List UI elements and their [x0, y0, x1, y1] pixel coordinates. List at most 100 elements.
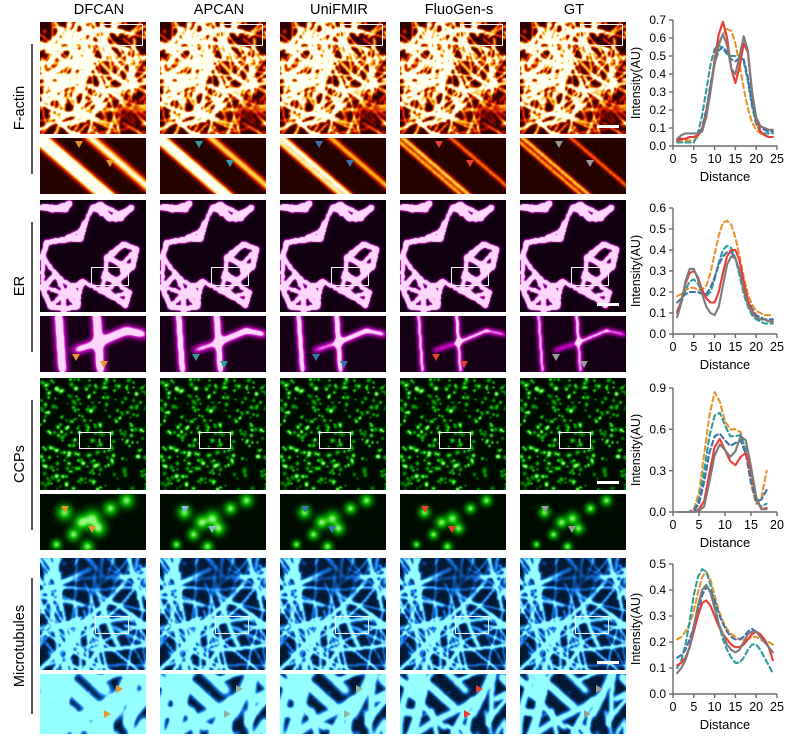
row-label-er: ER [0, 200, 40, 372]
arrow-marker-icon [340, 360, 349, 368]
panel-ccps-gt[interactable] [520, 378, 626, 490]
roi-box [559, 431, 592, 449]
column-header-unifmir: UniFMIR [310, 2, 368, 18]
zoom-panel-factin-dfcan[interactable] [40, 138, 146, 194]
panel-factin-apcan[interactable] [160, 22, 266, 134]
svg-text:10: 10 [708, 152, 722, 166]
column-header-apcan: APCAN [193, 2, 245, 18]
svg-text:0.1: 0.1 [649, 121, 666, 135]
panel-microtubules-unifmir[interactable] [280, 558, 386, 670]
row-label-microtubules: Microtubules [0, 558, 40, 734]
arrow-marker-icon [87, 526, 96, 534]
column-header-fluogen-s: FluoGen-s [424, 2, 494, 18]
svg-text:Intensity(AU): Intensity(AU) [629, 593, 643, 665]
panel-microtubules-fluogen-s[interactable] [400, 558, 506, 670]
svg-text:0.5: 0.5 [649, 222, 666, 236]
zoom-panel-ccps-dfcan[interactable] [40, 494, 146, 550]
zoom-panel-microtubules-fluogen-s[interactable] [400, 674, 506, 734]
arrow-marker-icon [551, 354, 560, 362]
panel-ccps-dfcan[interactable] [40, 378, 146, 490]
svg-text:15: 15 [728, 700, 742, 714]
panel-ccps-unifmir[interactable] [280, 378, 386, 490]
panel-factin-unifmir[interactable] [280, 22, 386, 134]
zoom-panel-er-fluogen-s[interactable] [400, 316, 506, 372]
panel-factin-gt[interactable] [520, 22, 626, 134]
svg-text:20: 20 [749, 340, 763, 354]
panel-ccps-apcan[interactable] [160, 378, 266, 490]
row-label-f-actin-text: F-actin [12, 85, 29, 131]
zoom-panel-factin-gt[interactable] [520, 138, 626, 194]
panel-ccps-fluogen-s[interactable] [400, 378, 506, 490]
row-bar-er [31, 222, 33, 352]
row-bar-f-actin [31, 44, 33, 174]
arrow-marker-icon [596, 684, 604, 693]
intensity-profile-chart-microtubules: 0.0 0.1 0.2 0.3 0.4 0.5 0 5 10 15 20 25 Distance Inte… [627, 552, 787, 734]
arrow-marker-icon [314, 141, 323, 149]
arrow-marker-icon [327, 526, 336, 534]
column-header-row: DFCAN APCAN UniFMIR FluoGen-s GT [0, 0, 628, 20]
svg-text:0.2: 0.2 [649, 285, 666, 299]
arrow-marker-icon [194, 141, 203, 149]
zoom-panel-microtubules-apcan[interactable] [160, 674, 266, 734]
panel-microtubules-gt[interactable] [520, 558, 626, 670]
zoom-panel-factin-unifmir[interactable] [280, 138, 386, 194]
roi-box [455, 616, 490, 635]
arrow-marker-icon [463, 710, 471, 718]
svg-text:10: 10 [708, 340, 722, 354]
svg-text:10: 10 [708, 700, 722, 714]
zoom-panel-factin-apcan[interactable] [160, 138, 266, 194]
zoom-panel-er-apcan[interactable] [160, 316, 266, 372]
arrow-marker-icon [191, 354, 200, 362]
scale-bar [597, 303, 619, 306]
panel-er-apcan[interactable] [160, 200, 266, 312]
arrow-marker-icon [100, 360, 109, 368]
svg-text:0.3: 0.3 [649, 609, 666, 623]
panel-er-dfcan[interactable] [40, 200, 146, 312]
zoom-panel-ccps-apcan[interactable] [160, 494, 266, 550]
roi-box [100, 24, 143, 46]
svg-text:20: 20 [770, 518, 784, 532]
arrow-marker-icon [236, 684, 244, 693]
panel-er-fluogen-s[interactable] [400, 200, 506, 312]
roi-box [575, 616, 610, 635]
zoom-panel-microtubules-dfcan[interactable] [40, 674, 146, 734]
panel-er-unifmir[interactable] [280, 200, 386, 312]
zoom-panel-er-gt[interactable] [520, 316, 626, 372]
zoom-panel-er-dfcan[interactable] [40, 316, 146, 372]
svg-text:25: 25 [770, 340, 784, 354]
svg-text:0.3: 0.3 [649, 464, 666, 478]
zoom-panel-ccps-gt[interactable] [520, 494, 626, 550]
zoom-panel-er-unifmir[interactable] [280, 316, 386, 372]
svg-text:Intensity(AU): Intensity(AU) [629, 47, 643, 119]
zoom-panel-microtubules-unifmir[interactable] [280, 674, 386, 734]
roi-box [79, 431, 112, 449]
arrow-marker-icon [431, 354, 440, 362]
roi-box [215, 616, 250, 635]
arrow-marker-icon [311, 354, 320, 362]
svg-text:0.4: 0.4 [649, 243, 666, 257]
zoom-panel-factin-fluogen-s[interactable] [400, 138, 506, 194]
svg-text:Distance: Distance [700, 169, 751, 184]
roi-box [199, 431, 232, 449]
roi-box [319, 431, 352, 449]
panel-microtubules-dfcan[interactable] [40, 558, 146, 670]
svg-text:0: 0 [670, 152, 677, 166]
row-label-ccps-text: CCPs [12, 445, 28, 483]
svg-text:15: 15 [744, 518, 758, 532]
svg-text:0.3: 0.3 [649, 264, 666, 278]
svg-text:0.3: 0.3 [649, 85, 666, 99]
panel-microtubules-apcan[interactable] [160, 558, 266, 670]
zoom-panel-ccps-unifmir[interactable] [280, 494, 386, 550]
svg-text:0.0: 0.0 [649, 687, 666, 701]
panel-factin-dfcan[interactable] [40, 22, 146, 134]
zoom-panel-microtubules-gt[interactable] [520, 674, 626, 734]
svg-text:0.2: 0.2 [649, 103, 666, 117]
svg-text:5: 5 [696, 518, 703, 532]
panel-factin-fluogen-s[interactable] [400, 22, 506, 134]
arrow-marker-icon [220, 360, 229, 368]
roi-box [580, 24, 623, 46]
panel-er-gt[interactable] [520, 200, 626, 312]
svg-text:0.9: 0.9 [649, 381, 666, 395]
svg-text:0.4: 0.4 [649, 583, 666, 597]
zoom-panel-ccps-fluogen-s[interactable] [400, 494, 506, 550]
